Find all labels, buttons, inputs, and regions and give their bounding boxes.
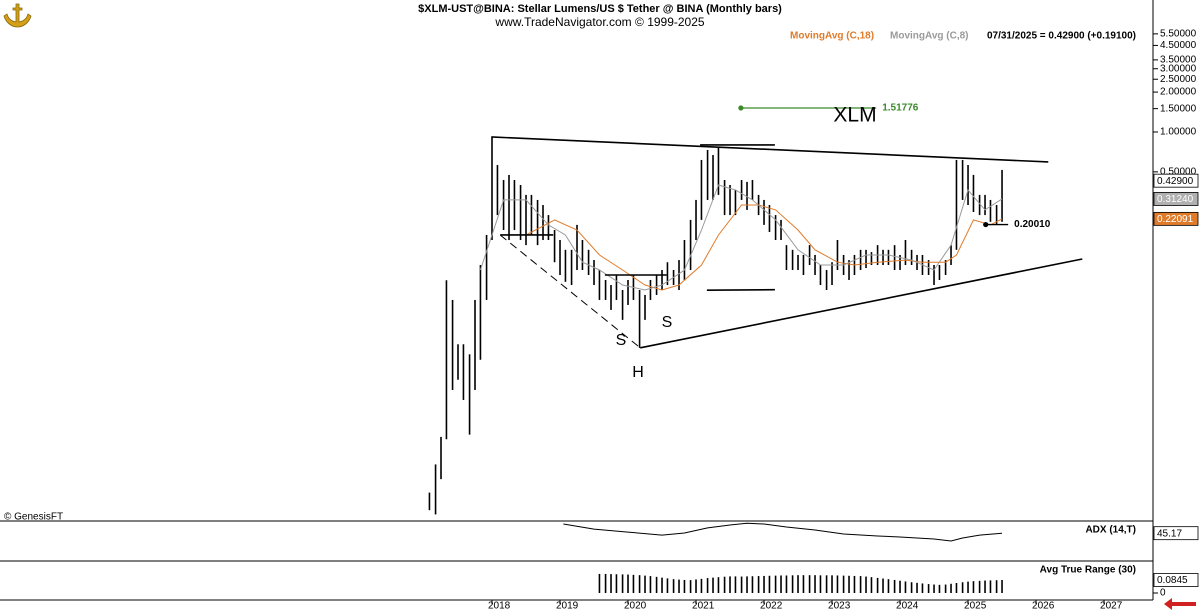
- annotation: S: [662, 314, 673, 331]
- legend-entry: MovingAvg (C,18): [790, 31, 874, 42]
- level-dot: [983, 221, 989, 228]
- y-tick-label: 0: [1160, 588, 1166, 599]
- x-tick-label: 2020: [624, 601, 647, 612]
- x-tick-label: 2024: [896, 601, 919, 612]
- last-price-box: [1153, 173, 1199, 188]
- series-last: 0.31240: [1157, 194, 1194, 205]
- moving-average: [479, 184, 1003, 291]
- chart-title: $XLM-UST@BINA: Stellar Lumens/US $ Tethe…: [418, 3, 782, 15]
- y-tick-label: 1.50000: [1160, 103, 1197, 114]
- x-tick-label: 2021: [692, 601, 715, 612]
- trendline: [491, 136, 1049, 163]
- y-tick-label: 3.00000: [1160, 63, 1197, 74]
- adx-last-box: [1153, 526, 1199, 541]
- annotation: XLM: [833, 104, 876, 127]
- scroll-arrow[interactable]: [1164, 598, 1196, 610]
- series-last-box: [1153, 211, 1199, 226]
- x-tick-label: 2019: [556, 601, 579, 612]
- annotation: H: [632, 364, 644, 381]
- y-tick-label: 1.00000: [1160, 127, 1197, 138]
- y-tick-label: 0.50000: [1160, 167, 1197, 178]
- x-tick-label: 2022: [760, 601, 783, 612]
- panel-title: ADX (14,T): [1085, 525, 1136, 536]
- moving-average: [525, 204, 1003, 291]
- level-label: 1.51776: [882, 103, 919, 114]
- adx-last: 45.17: [1157, 528, 1182, 539]
- series-last-box: [1153, 192, 1199, 206]
- credit: © GenesisFT: [4, 512, 63, 523]
- chart-subtitle: www.TradeNavigator.com © 1999-2025: [494, 15, 704, 29]
- panel-title: Avg True Range (30): [1040, 565, 1136, 576]
- series-last: 0.22091: [1157, 214, 1194, 225]
- y-tick-label: 3.50000: [1160, 55, 1197, 66]
- y-tick-label: 5.50000: [1160, 29, 1197, 40]
- trendline: [499, 234, 641, 349]
- x-tick-label: 2018: [488, 601, 511, 612]
- level-dot: [738, 105, 744, 111]
- adx-line: [563, 522, 1003, 542]
- x-tick-label: 2026: [1032, 601, 1055, 612]
- x-tick-label: 2027: [1100, 601, 1123, 612]
- trendline: [640, 258, 1083, 349]
- x-tick-label: 2023: [828, 601, 851, 612]
- x-tick-label: 2025: [964, 601, 987, 612]
- level-label: 0.20010: [1014, 219, 1051, 230]
- logo: [3, 3, 32, 28]
- atr-last: 0.0845: [1157, 575, 1188, 586]
- y-tick-label: 2.50000: [1160, 74, 1197, 85]
- last-price: 0.42900: [1157, 176, 1194, 187]
- legend-entry: MovingAvg (C,8): [890, 31, 969, 42]
- y-tick-label: 4.50000: [1160, 40, 1197, 51]
- quote: 07/31/2025 = 0.42900 (+0.19100): [987, 31, 1136, 42]
- y-tick-label: 2.00000: [1160, 87, 1197, 98]
- atr-last-box: [1153, 573, 1199, 587]
- annotation: S: [616, 332, 627, 349]
